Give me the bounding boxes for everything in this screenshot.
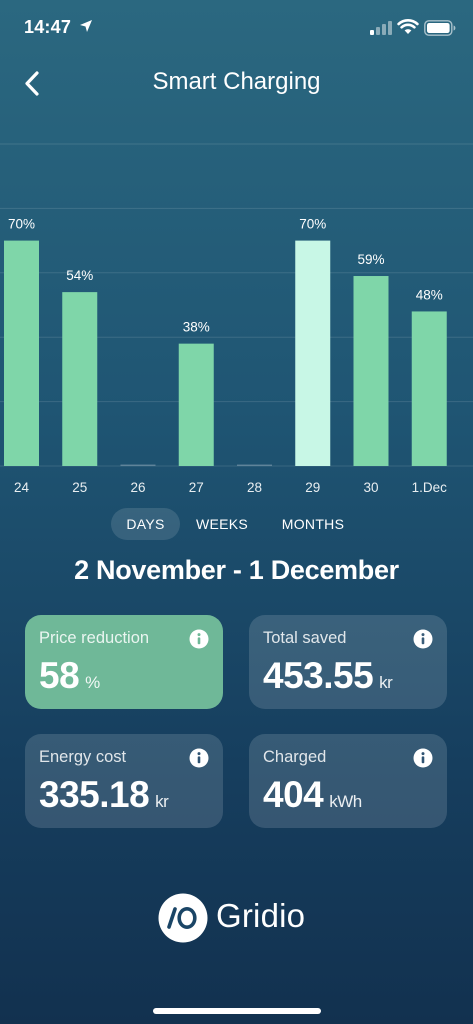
chevron-left-icon [25, 71, 39, 96]
chart-data-label: 54% [66, 268, 93, 283]
info-icon[interactable] [413, 629, 433, 649]
chart-data-label: 70% [299, 217, 326, 232]
chart-tick-label: 29 [305, 480, 320, 495]
tab-days[interactable]: DAYS [111, 508, 180, 540]
chart-data-label: 59% [357, 252, 384, 267]
card-label: Energy cost [39, 748, 127, 766]
cellular-signal-icon [370, 21, 392, 35]
daily-charging-chart: 70% 24 54% 25 26 38% 27 28 70% 29 59% 30 48% 1.Dec [0, 140, 473, 500]
chart-tick-label: 30 [363, 480, 378, 495]
chart-tick-label: 27 [189, 480, 204, 495]
tab-weeks[interactable]: WEEKS [195, 516, 249, 532]
charged-card[interactable]: Charged 404 kWh [249, 734, 447, 828]
info-icon[interactable] [189, 629, 209, 649]
page-title: Smart Charging [152, 68, 321, 95]
energy-cost-card[interactable]: Energy cost 335.18 kr [25, 734, 223, 828]
card-value: 58% [39, 655, 100, 696]
period-title: 2 November - 1 December [74, 555, 399, 585]
chart-data-label: 38% [183, 320, 210, 335]
tab-months[interactable]: MONTHS [281, 516, 345, 532]
chart-bar-30[interactable] [353, 276, 389, 466]
chart-bar-27[interactable] [178, 343, 214, 466]
price-reduction-card[interactable]: Price reduction 58% [25, 615, 223, 709]
battery-icon [424, 20, 456, 36]
chart-bar-25[interactable] [62, 292, 98, 466]
chart-data-label: 48% [416, 287, 443, 302]
chart-bar-1.Dec[interactable] [411, 311, 447, 466]
wifi-icon [397, 19, 419, 34]
chart-bar-24[interactable] [4, 240, 39, 466]
chart-tick-label: 28 [247, 480, 262, 495]
status-time: 14:47 [24, 17, 72, 37]
brand-name: Gridio [216, 897, 306, 934]
bar-chart-svg: 70% 24 54% 25 26 38% 27 28 70% 29 59% 30 48% 1.Dec [0, 143, 473, 495]
chart-tick-label: 24 [14, 480, 30, 495]
chart-tick-label: 1.Dec [412, 480, 448, 495]
chart-tick-label: 26 [130, 480, 145, 495]
card-label: Total saved [263, 629, 347, 647]
chart-tick-label: 25 [72, 480, 87, 495]
card-label: Price reduction [39, 629, 150, 647]
chart-bar-28[interactable] [237, 464, 272, 467]
card-label: Charged [263, 748, 327, 766]
status-bar: 14:47 [0, 0, 473, 56]
card-value: 453.55 kr [263, 655, 393, 696]
home-indicator[interactable] [153, 1008, 321, 1014]
chart-data-label: 70% [8, 217, 35, 232]
back-button[interactable] [14, 64, 54, 104]
period-tabs: DAYS WEEKS MONTHS [0, 508, 473, 542]
gridio-logo-mark [158, 893, 208, 943]
chart-bar-26[interactable] [120, 464, 156, 467]
gridio-logo: Gridio [158, 893, 318, 945]
total-saved-card[interactable]: Total saved 453.55 kr [249, 615, 447, 709]
location-arrow-icon [80, 20, 92, 32]
info-icon[interactable] [189, 748, 209, 768]
chart-bar-29[interactable] [295, 240, 331, 466]
card-value: 335.18 kr [39, 774, 169, 815]
info-icon[interactable] [413, 748, 433, 768]
card-value: 404 kWh [263, 774, 362, 815]
